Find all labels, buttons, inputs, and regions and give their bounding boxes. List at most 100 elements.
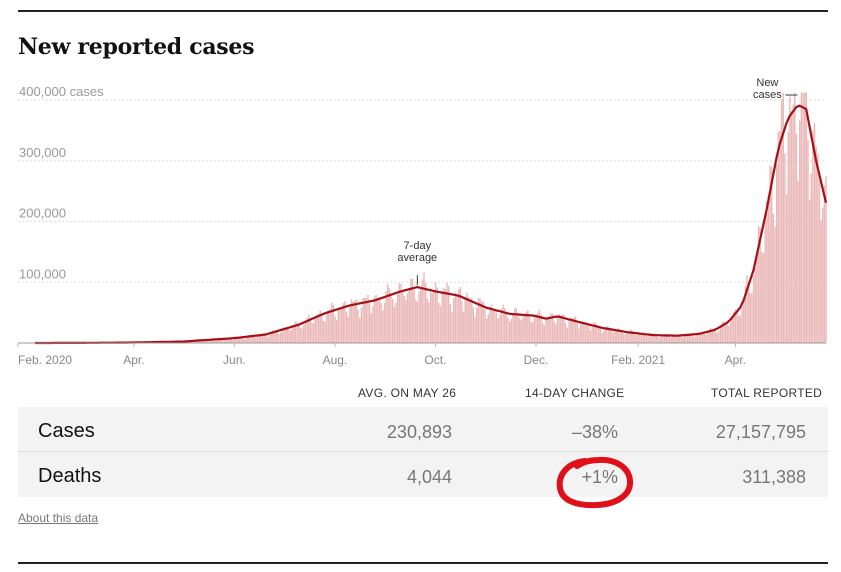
daily-bar — [494, 309, 496, 343]
daily-bar — [484, 308, 486, 343]
daily-bar — [398, 283, 400, 343]
daily-bar — [706, 332, 709, 343]
daily-bar — [578, 328, 580, 343]
daily-bar — [808, 199, 811, 343]
daily-bar — [405, 300, 407, 343]
daily-bar — [520, 320, 522, 343]
daily-bar — [380, 302, 382, 343]
daily-bar — [334, 316, 336, 343]
hand-drawn-highlight-circle — [556, 456, 633, 509]
daily-bar — [584, 323, 587, 343]
daily-bar — [357, 309, 359, 343]
x-tick-label: Oct. — [424, 353, 446, 367]
total-header: TOTAL REPORTED — [711, 386, 823, 400]
daily-bar — [617, 328, 620, 343]
daily-bar — [772, 213, 775, 343]
daily-bar — [535, 315, 537, 343]
daily-bar — [301, 328, 303, 343]
daily-bar — [457, 289, 460, 343]
daily-bar — [721, 321, 723, 343]
daily-bar — [537, 312, 539, 343]
daily-bar — [604, 328, 606, 343]
daily-bar — [701, 332, 704, 343]
daily-bar — [640, 333, 643, 343]
daily-bar — [644, 333, 646, 343]
daily-bar — [528, 315, 531, 343]
daily-bar — [207, 340, 209, 343]
daily-bar — [825, 176, 827, 343]
daily-bar — [459, 286, 461, 343]
daily-bar — [438, 302, 440, 343]
about-data-link[interactable]: About this data — [18, 511, 99, 525]
daily-bar — [485, 318, 488, 343]
daily-bar — [635, 335, 638, 343]
daily-bar — [792, 104, 794, 343]
daily-bar — [649, 334, 651, 343]
change-value: –38% — [571, 422, 618, 442]
daily-bar — [367, 294, 369, 343]
daily-bar — [490, 304, 493, 343]
daily-bar — [673, 334, 676, 343]
daily-bar — [492, 308, 494, 343]
y-axis-tick-labels: 400,000 cases 300,000 200,000 100,000 — [19, 84, 104, 281]
daily-bar — [787, 132, 789, 343]
daily-bar — [729, 322, 732, 343]
daily-bar — [803, 92, 806, 344]
annotation-label: average — [397, 252, 437, 264]
y-tick-label: 100,000 — [19, 266, 66, 281]
daily-bar — [510, 318, 513, 343]
daily-bar — [757, 226, 760, 343]
daily-bar — [446, 283, 448, 343]
daily-bar — [698, 333, 700, 343]
daily-bar — [695, 335, 697, 343]
daily-bar — [471, 297, 473, 343]
daily-bar — [220, 340, 223, 343]
daily-bar — [647, 336, 649, 343]
total-value: 27,157,795 — [715, 422, 806, 442]
daily-bar — [766, 201, 768, 343]
daily-bar — [650, 334, 653, 343]
daily-bar — [393, 306, 396, 343]
daily-bar — [705, 335, 707, 343]
daily-bar — [637, 334, 639, 343]
x-tick-label: Aug. — [323, 353, 348, 367]
daily-bar — [378, 298, 381, 343]
daily-bar — [283, 327, 285, 343]
daily-bar — [270, 331, 272, 343]
daily-bar — [571, 318, 574, 343]
daily-bar — [266, 336, 269, 343]
daily-bar — [395, 302, 397, 343]
daily-bar — [307, 314, 310, 343]
x-axis-tick-labels: Feb. 2020 Apr. Jun. Aug. Oct. Dec. Feb. 2021 Ap… — [17, 343, 746, 367]
daily-bar — [802, 92, 804, 344]
daily-bar — [619, 329, 621, 343]
daily-bar — [688, 333, 691, 343]
daily-bar — [800, 92, 803, 344]
daily-bar — [708, 329, 710, 343]
daily-bar — [388, 288, 391, 343]
daily-bar — [327, 310, 330, 343]
daily-bar — [639, 334, 641, 343]
daily-bar — [642, 332, 644, 343]
daily-bar — [218, 339, 221, 343]
daily-bar — [237, 337, 239, 343]
table-row: Cases 230,893 –38% 27,157,795 — [18, 407, 828, 452]
daily-bar — [464, 299, 466, 343]
daily-bar — [199, 340, 201, 343]
daily-bar — [665, 333, 667, 343]
daily-bar — [602, 331, 605, 343]
daily-bar — [733, 311, 735, 343]
daily-bar — [416, 301, 419, 343]
daily-bar — [548, 318, 550, 343]
daily-bar — [271, 330, 274, 343]
daily-bar — [583, 322, 585, 343]
daily-bar — [390, 293, 392, 343]
cases-chart: 400,000 cases 300,000 200,000 100,000 Feb. … — [17, 77, 828, 367]
daily-bar — [696, 333, 699, 343]
x-tick-label: Feb. 2021 — [611, 353, 665, 367]
daily-bar — [782, 92, 784, 344]
daily-bar — [660, 335, 663, 343]
daily-bar — [299, 327, 302, 343]
daily-bar — [731, 318, 733, 343]
daily-bar — [347, 317, 349, 343]
